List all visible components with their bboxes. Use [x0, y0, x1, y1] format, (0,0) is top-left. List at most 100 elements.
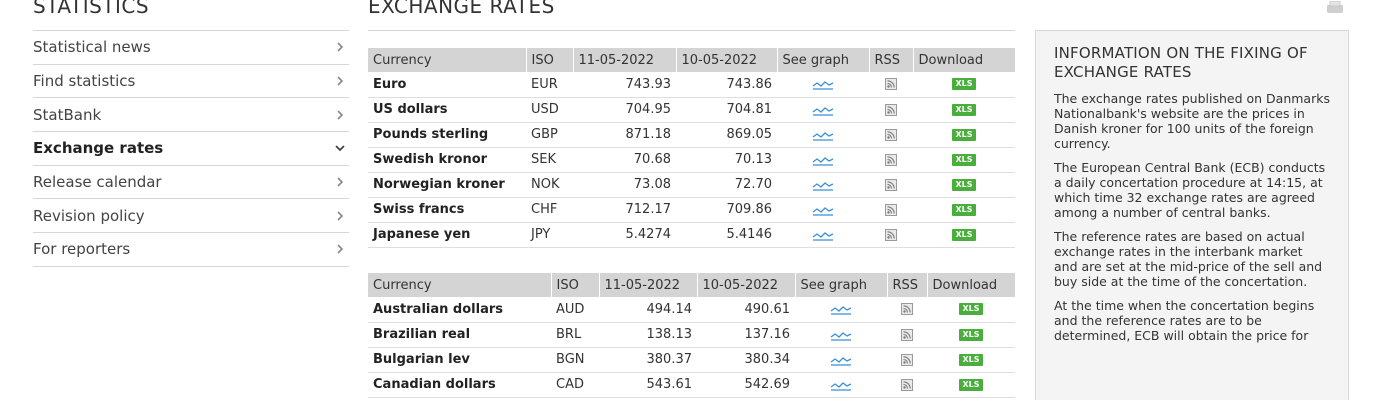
print-icon[interactable]: [1326, 0, 1344, 13]
download-xls-button[interactable]: XLS: [959, 378, 983, 391]
table-row: Canadian dollars CAD 543.61 542.69 XLS: [368, 372, 1015, 398]
rss-feed-icon[interactable]: [901, 328, 913, 341]
info-paragraph: The reference rates are based on actual …: [1054, 229, 1323, 289]
rate-date-1: 871.18: [573, 122, 676, 148]
table-row: Pounds sterling GBP 871.18 869.05 XLS: [368, 122, 1015, 148]
line-graph-icon[interactable]: [812, 229, 834, 241]
download-xls-button[interactable]: XLS: [952, 228, 976, 241]
table-row: US dollars USD 704.95 704.81 XLS: [368, 97, 1015, 123]
line-graph-icon[interactable]: [830, 354, 852, 366]
sidebar-item-label: StatBank: [33, 105, 102, 124]
info-paragraph: At the time when the concertation begins…: [1054, 298, 1315, 343]
rate-date-2: 380.34: [697, 347, 795, 373]
rss-cell: [869, 147, 913, 173]
rss-cell: [887, 372, 927, 398]
rss-feed-icon[interactable]: [885, 178, 897, 191]
column-header-rss: RSS: [869, 48, 914, 72]
rss-cell: [869, 197, 913, 223]
sidebar-nav: Statistical news Find statistics StatBan…: [33, 30, 349, 267]
download-xls-button[interactable]: XLS: [952, 203, 976, 216]
download-cell: XLS: [913, 147, 1015, 173]
rate-date-1: 5.4274: [573, 222, 676, 248]
download-cell: XLS: [913, 72, 1015, 98]
currency-name: Norwegian kroner: [368, 172, 526, 198]
line-graph-icon[interactable]: [812, 179, 834, 191]
sidebar-item-release-calendar[interactable]: Release calendar: [33, 166, 349, 200]
iso-code: SEK: [526, 147, 573, 173]
line-graph-icon[interactable]: [812, 78, 834, 90]
download-xls-button[interactable]: XLS: [952, 103, 976, 116]
line-graph-icon[interactable]: [830, 303, 852, 315]
table-row: Norwegian kroner NOK 73.08 72.70 XLS: [368, 172, 1015, 198]
rss-cell: [869, 172, 913, 198]
download-xls-button[interactable]: XLS: [952, 78, 976, 91]
info-panel: INFORMATION ON THE FIXING OF EXCHANGE RA…: [1035, 30, 1349, 400]
chevron-down-icon: [333, 141, 347, 155]
sidebar-item-revision-policy[interactable]: Revision policy: [33, 199, 349, 234]
column-header-iso: ISO: [551, 273, 600, 297]
iso-code: BGN: [551, 347, 599, 373]
sidebar-item-for-reporters[interactable]: For reporters: [33, 233, 349, 267]
line-graph-icon[interactable]: [812, 204, 834, 216]
iso-code: JPY: [526, 222, 573, 248]
download-xls-button[interactable]: XLS: [952, 128, 976, 141]
chevron-right-icon: [333, 108, 347, 122]
see-graph-cell: [777, 122, 869, 148]
see-graph-cell: [795, 297, 887, 323]
download-cell: XLS: [927, 372, 1015, 398]
line-graph-icon[interactable]: [812, 129, 834, 141]
chevron-right-icon: [333, 209, 347, 223]
download-xls-button[interactable]: XLS: [952, 178, 976, 191]
column-header-iso: ISO: [526, 48, 574, 72]
rate-date-2: 709.86: [676, 197, 777, 223]
rss-cell: [887, 322, 927, 348]
chevron-right-icon: [333, 175, 347, 189]
line-graph-icon[interactable]: [830, 379, 852, 391]
table-row: Bulgarian lev BGN 380.37 380.34 XLS: [368, 347, 1015, 373]
see-graph-cell: [777, 222, 869, 248]
rss-feed-icon[interactable]: [901, 378, 913, 391]
download-cell: XLS: [913, 197, 1015, 223]
line-graph-icon[interactable]: [812, 154, 834, 166]
rss-feed-icon[interactable]: [885, 228, 897, 241]
download-cell: XLS: [913, 222, 1015, 248]
download-xls-button[interactable]: XLS: [959, 353, 983, 366]
column-header-see-graph: See graph: [795, 273, 888, 297]
iso-code: GBP: [526, 122, 573, 148]
currency-name: Pounds sterling: [368, 122, 526, 148]
rate-date-2: 5.4146: [676, 222, 777, 248]
currency-name: US dollars: [368, 97, 526, 123]
rss-feed-icon[interactable]: [885, 128, 897, 141]
sidebar-item-statbank[interactable]: StatBank: [33, 98, 349, 133]
rss-feed-icon[interactable]: [901, 353, 913, 366]
line-graph-icon[interactable]: [812, 104, 834, 116]
chevron-right-icon: [333, 40, 347, 54]
download-xls-button[interactable]: XLS: [952, 153, 976, 166]
rss-feed-icon[interactable]: [885, 103, 897, 116]
see-graph-cell: [795, 372, 887, 398]
rss-feed-icon[interactable]: [885, 153, 897, 166]
currency-name: Euro: [368, 72, 526, 98]
rss-feed-icon[interactable]: [885, 203, 897, 216]
rss-feed-icon[interactable]: [885, 78, 897, 91]
sidebar-item-find-statistics[interactable]: Find statistics: [33, 65, 349, 99]
sidebar-item-label: Find statistics: [33, 72, 136, 91]
column-header-date-1: 11-05-2022: [573, 48, 677, 72]
rss-cell: [887, 297, 927, 323]
page-title: EXCHANGE RATES: [368, 0, 555, 18]
see-graph-cell: [795, 347, 887, 373]
sidebar-item-exchange-rates[interactable]: Exchange rates: [33, 132, 349, 166]
sidebar-item-statistical-news[interactable]: Statistical news: [33, 31, 349, 65]
download-xls-button[interactable]: XLS: [959, 303, 983, 316]
sidebar-item-label: Statistical news: [33, 38, 151, 57]
iso-code: NOK: [526, 172, 573, 198]
rss-feed-icon[interactable]: [901, 303, 913, 316]
download-xls-button[interactable]: XLS: [959, 328, 983, 341]
download-cell: XLS: [913, 97, 1015, 123]
column-header-download: Download: [913, 48, 1015, 72]
column-header-date-1: 11-05-2022: [599, 273, 698, 297]
line-graph-icon[interactable]: [830, 329, 852, 341]
rate-date-2: 542.69: [697, 372, 795, 398]
rate-date-2: 72.70: [676, 172, 777, 198]
see-graph-cell: [777, 72, 869, 98]
